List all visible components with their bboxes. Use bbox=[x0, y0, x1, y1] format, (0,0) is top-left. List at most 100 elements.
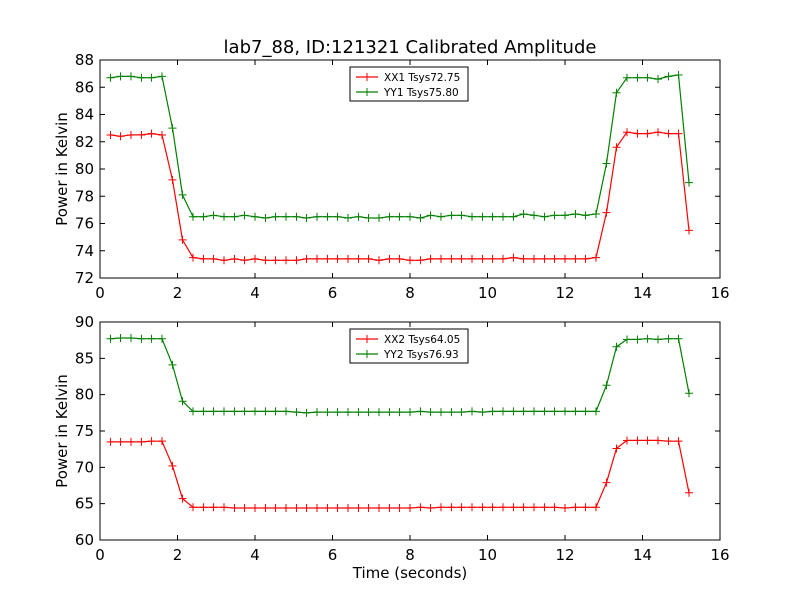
chart1-ytick-label-3: 75 bbox=[75, 422, 94, 440]
chart0-series-0-point-12 bbox=[230, 254, 239, 263]
chart1-series-1-point-32 bbox=[437, 408, 445, 417]
chart1-series-0-point-29 bbox=[406, 504, 414, 513]
chart1-x-axis-label: Time (seconds) bbox=[352, 564, 468, 582]
chart0-series-0-point-36 bbox=[478, 254, 487, 263]
chart1-xtick-label-6: 12 bbox=[555, 546, 574, 564]
chart1-series-0-point-16 bbox=[271, 504, 280, 513]
chart0-xtick-label-7: 14 bbox=[633, 284, 652, 302]
chart0-series-1-point-48 bbox=[602, 159, 611, 168]
chart1-series-0-point-34 bbox=[457, 503, 466, 512]
chart0-series-1-point-45 bbox=[571, 209, 580, 218]
chart0-series-0-point-14 bbox=[251, 254, 259, 263]
chart0-series-0-point-7 bbox=[178, 235, 187, 244]
chart0-series-1-point-28 bbox=[395, 212, 404, 221]
chart0-series-1-point-2 bbox=[127, 72, 135, 81]
chart0-series-1-point-37 bbox=[488, 212, 497, 221]
chart1-series-1-point-16 bbox=[271, 407, 280, 416]
chart1-series-1-point-31 bbox=[426, 408, 435, 417]
chart1-series-0-point-48 bbox=[602, 478, 611, 487]
chart0-series-0-point-19 bbox=[302, 254, 311, 263]
chart1-series-1-point-29 bbox=[406, 408, 414, 417]
chart1-series-0-point-32 bbox=[437, 503, 445, 512]
chart1-series-0-point-51 bbox=[633, 436, 642, 445]
chart0-series-1-point-6 bbox=[168, 124, 177, 133]
chart0-series-1-point-12 bbox=[230, 212, 239, 221]
chart1-series-0-point-30 bbox=[416, 503, 425, 512]
chart0-series-1-point-17 bbox=[282, 212, 290, 221]
chart1-series-0-point-33 bbox=[447, 503, 456, 512]
chart1-series-1-point-34 bbox=[457, 408, 466, 417]
chart0-xtick-label-8: 16 bbox=[710, 284, 729, 302]
chart1-series-1-point-0 bbox=[106, 334, 115, 343]
chart0-xtick-label-2: 4 bbox=[250, 284, 260, 302]
chart0-series-1-point-21 bbox=[323, 212, 332, 221]
chart0-series-1-point-35 bbox=[468, 212, 476, 221]
chart1-series-1-point-7 bbox=[178, 397, 187, 406]
chart0-series-0-point-51 bbox=[633, 129, 642, 138]
chart0-series-1-point-7 bbox=[178, 190, 187, 199]
chart0-series-0-point-50 bbox=[623, 128, 631, 137]
chart0-series-0-point-17 bbox=[282, 256, 290, 265]
chart1-xtick-label-1: 2 bbox=[173, 546, 183, 564]
chart1-series-1-point-52 bbox=[643, 334, 652, 343]
chart1-series-0-point-5 bbox=[158, 437, 166, 446]
chart0-series-0-point-28 bbox=[395, 254, 404, 263]
chart1-series-0-point-25 bbox=[364, 504, 373, 513]
chart0-series-1-point-16 bbox=[271, 212, 280, 221]
chart1-series-0-point-40 bbox=[519, 503, 528, 512]
chart1-series-0-point-47 bbox=[592, 503, 600, 512]
chart1-series-1-point-44 bbox=[561, 407, 569, 416]
chart0-ytick-label-7: 86 bbox=[75, 78, 94, 96]
chart0-series-1-point-9 bbox=[199, 212, 208, 221]
chart1-series-0-point-23 bbox=[344, 504, 352, 513]
chart0-series-0-point-3 bbox=[137, 130, 146, 139]
chart1-series-0-point-3 bbox=[137, 437, 146, 446]
chart0-xtick-label-3: 6 bbox=[328, 284, 338, 302]
chart0-series-1-point-36 bbox=[478, 212, 487, 221]
chart1-series-1-point-18 bbox=[292, 408, 301, 417]
chart0-series-1-point-24 bbox=[354, 212, 363, 221]
chart1-series-1-point-22 bbox=[333, 408, 342, 417]
chart0-series-0-point-52 bbox=[643, 129, 652, 138]
chart0-series-0-point-49 bbox=[612, 143, 621, 152]
chart1-xtick-label-2: 4 bbox=[250, 546, 260, 564]
chart0-series-1-point-50 bbox=[623, 73, 631, 82]
chart0-ytick-label-5: 82 bbox=[75, 133, 94, 151]
chart1-series-1-point-49 bbox=[612, 342, 621, 351]
chart0-series-0-point-26 bbox=[375, 256, 383, 265]
chart1-series-0-point-9 bbox=[199, 503, 208, 512]
chart0-legend-marker-1 bbox=[363, 88, 371, 96]
chart0-series-0-point-10 bbox=[209, 254, 218, 263]
chart0-series-0-point-13 bbox=[240, 256, 249, 265]
chart0-series-1-point-1 bbox=[116, 72, 125, 81]
chart0-series-1-point-42 bbox=[540, 212, 549, 221]
chart0-series-1-point-46 bbox=[581, 211, 590, 220]
chart0-series-1-point-3 bbox=[137, 73, 146, 82]
chart0-series-1-point-11 bbox=[220, 212, 228, 221]
chart1-series-0-point-13 bbox=[240, 504, 249, 513]
chart0-legend-label-1: YY1 Tsys75.80 bbox=[383, 87, 459, 99]
chart0-ytick-label-2: 76 bbox=[75, 215, 94, 233]
chart0-series-0-point-55 bbox=[674, 129, 683, 138]
chart0-series-0-point-20 bbox=[313, 254, 321, 263]
chart1-series-0-point-22 bbox=[333, 504, 342, 513]
chart1-series-1-point-6 bbox=[168, 360, 177, 369]
chart0-series-1-point-52 bbox=[643, 73, 652, 82]
chart0-series-0-point-29 bbox=[406, 256, 414, 265]
chart1-series-1-point-1 bbox=[116, 333, 125, 342]
chart0-series-0-point-48 bbox=[602, 208, 611, 217]
chart1-series-0-point-26 bbox=[375, 504, 383, 513]
chart1-series-0-point-35 bbox=[468, 503, 476, 512]
chart0-series-0-point-6 bbox=[168, 175, 177, 184]
chart0-series-1-point-54 bbox=[664, 72, 673, 81]
chart0-series-0-point-24 bbox=[354, 254, 363, 263]
chart1-series-1-point-45 bbox=[571, 407, 580, 416]
chart1-series-1-point-37 bbox=[488, 407, 497, 416]
chart0-series-1-point-22 bbox=[333, 212, 342, 221]
chart0-series-1-point-41 bbox=[530, 211, 538, 220]
chart1-series-1-point-40 bbox=[519, 407, 528, 416]
chart1-xtick-label-8: 16 bbox=[710, 546, 729, 564]
chart1-series-1-point-19 bbox=[302, 408, 311, 417]
chart0-series-1-point-19 bbox=[302, 214, 311, 223]
chart0-series-0-point-31 bbox=[426, 254, 435, 263]
